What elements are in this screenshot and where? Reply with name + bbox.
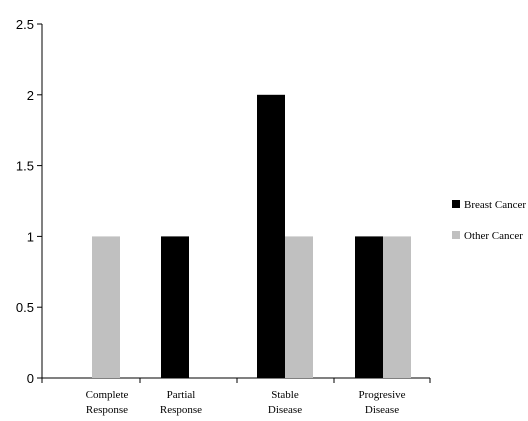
bar-breast-cancer-2 xyxy=(257,94,285,379)
bar-breast-cancer-3 xyxy=(355,236,383,378)
x-category-label: Partial xyxy=(167,389,196,401)
bar-other-cancer-2 xyxy=(285,236,313,378)
bar-breast-cancer-1 xyxy=(161,236,189,378)
y-tick-label: 2 xyxy=(27,88,34,103)
y-tick-label: 1 xyxy=(27,229,34,244)
legend-label: Other Cancer xyxy=(464,230,523,242)
x-category-label: Response xyxy=(86,404,128,416)
bars xyxy=(92,94,411,379)
legend-swatch-other-cancer xyxy=(452,231,460,239)
legend: Breast Cancer Other Cancer xyxy=(452,199,526,242)
y-tick-label: 1.5 xyxy=(16,159,34,174)
legend-swatch-breast-cancer xyxy=(452,200,460,208)
y-tick-label: 0.5 xyxy=(16,300,34,315)
y-tick-label: 0 xyxy=(27,371,34,386)
legend-label: Breast Cancer xyxy=(464,199,526,211)
x-category-label: Disease xyxy=(365,404,399,416)
x-category-label: Progresive xyxy=(358,389,405,401)
y-axis: 0 0.5 1 1.5 2 2.5 xyxy=(16,17,43,386)
x-category-label: Response xyxy=(160,404,202,416)
x-category-label: Stable xyxy=(271,389,299,401)
bar-other-cancer-3 xyxy=(383,236,411,378)
bar-other-cancer-0 xyxy=(92,236,120,378)
category-labels: Complete Response Partial Response Stable Dis… xyxy=(86,389,406,416)
x-axis xyxy=(41,377,431,383)
x-category-label: Disease xyxy=(268,404,302,416)
x-category-label: Complete xyxy=(86,389,129,401)
y-tick-label: 2.5 xyxy=(16,17,34,32)
